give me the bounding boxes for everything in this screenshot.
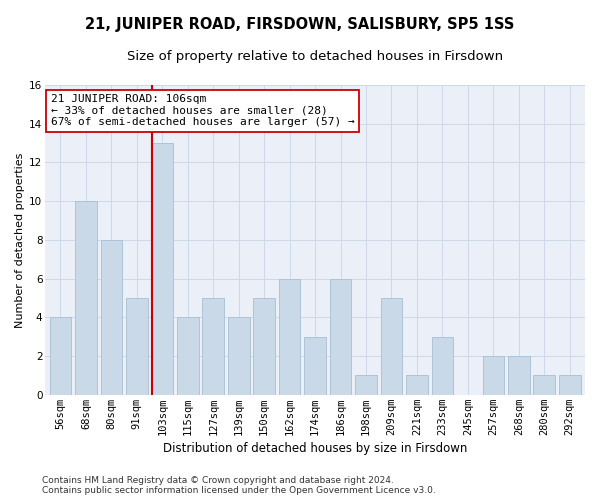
Y-axis label: Number of detached properties: Number of detached properties [15,152,25,328]
Bar [101,240,122,395]
Bar [482,356,504,395]
Bar [177,318,199,395]
Bar [330,278,352,395]
X-axis label: Distribution of detached houses by size in Firsdown: Distribution of detached houses by size … [163,442,467,455]
Text: 21 JUNIPER ROAD: 106sqm
← 33% of detached houses are smaller (28)
67% of semi-de: 21 JUNIPER ROAD: 106sqm ← 33% of detache… [50,94,355,128]
Bar [202,298,224,395]
Text: 21, JUNIPER ROAD, FIRSDOWN, SALISBURY, SP5 1SS: 21, JUNIPER ROAD, FIRSDOWN, SALISBURY, S… [85,18,515,32]
Bar [152,143,173,395]
Bar [380,298,403,395]
Bar [228,318,250,395]
Bar [50,318,71,395]
Text: Contains HM Land Registry data © Crown copyright and database right 2024.
Contai: Contains HM Land Registry data © Crown c… [42,476,436,495]
Bar [508,356,530,395]
Bar [533,376,555,395]
Bar [304,336,326,395]
Title: Size of property relative to detached houses in Firsdown: Size of property relative to detached ho… [127,50,503,63]
Bar [559,376,581,395]
Bar [406,376,428,395]
Bar [75,201,97,395]
Bar [253,298,275,395]
Bar [279,278,301,395]
Bar [126,298,148,395]
Bar [355,376,377,395]
Bar [431,336,453,395]
